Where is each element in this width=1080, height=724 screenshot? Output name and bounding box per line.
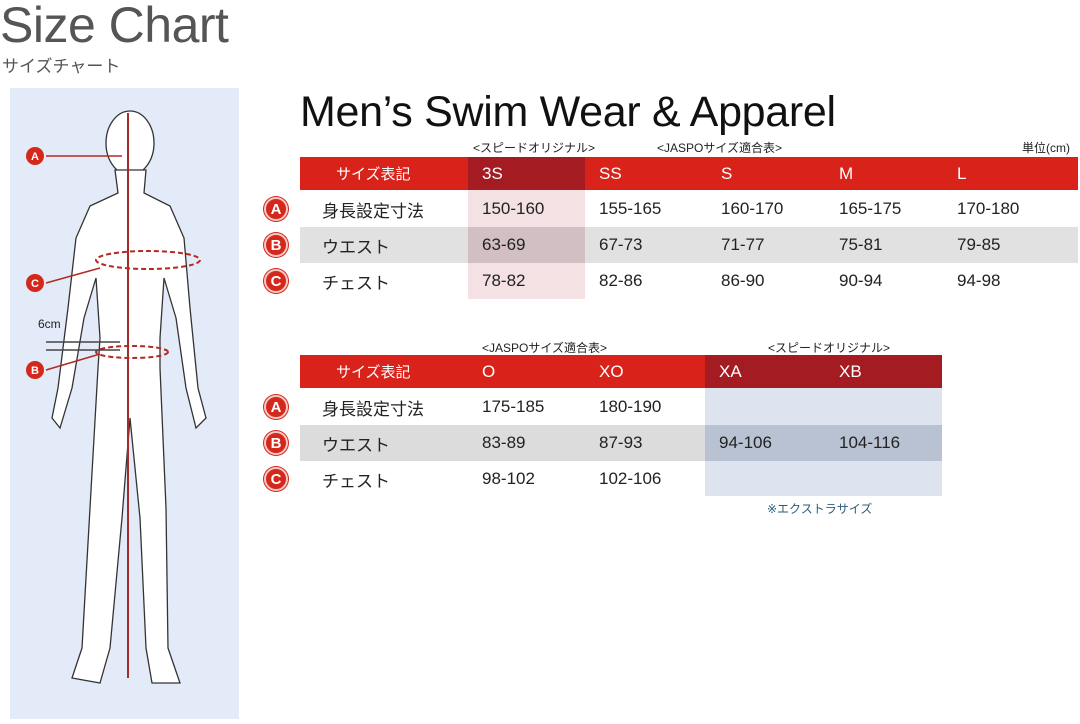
badge-a: A [264, 395, 288, 419]
table-cell: 155-165 [599, 199, 662, 218]
table-cell: 98-102 [482, 469, 535, 488]
unit-label: 単位(cm) [1022, 141, 1070, 155]
header-cell: XA [705, 355, 942, 388]
table-cell: 180-190 [599, 397, 662, 416]
table-cell: 104-116 [839, 433, 901, 452]
table-cell: 63-69 [468, 227, 585, 263]
table-row: C チェスト 78-82 82-86 86-90 90-94 94-98 [264, 263, 1078, 299]
badge-b: B [264, 233, 288, 257]
table-row: A 身長設定寸法 175-185 180-190 [264, 389, 942, 425]
table-cell: 175-185 [482, 397, 545, 416]
group-label-speedo-original: <スピードオリジナル> [768, 341, 891, 355]
badge-b: B [264, 431, 288, 455]
row-label: ウエスト [322, 435, 390, 455]
row-label: 身長設定寸法 [322, 201, 424, 221]
body-silhouette-icon: A C B 6cm [26, 110, 207, 684]
row-label: ウエスト [322, 237, 390, 257]
group-label-jaspo: <JASPOサイズ適合表> [657, 141, 783, 155]
table-cell: 79-85 [957, 235, 1001, 254]
figure-label-b: B [31, 365, 39, 377]
table-cell: 94-98 [957, 271, 1001, 290]
chart-heading: Men’s Swim Wear & Apparel [300, 88, 836, 136]
header-cell: XB [839, 361, 862, 381]
row-label: チェスト [322, 273, 390, 293]
row-label: チェスト [322, 471, 390, 491]
header-cell: SS [599, 163, 622, 183]
header-cell: L [957, 163, 967, 183]
badge-a: A [264, 197, 288, 221]
table-row: B ウエスト 63-69 67-73 71-77 75-81 79-85 [264, 227, 1078, 263]
table-header-row: サイズ表記 O XO XA XB [300, 355, 942, 388]
table-cell: 78-82 [482, 271, 526, 290]
table-cell: 67-73 [599, 235, 643, 254]
table-cell: 102-106 [599, 469, 662, 488]
group-label-speedo-original: <スピードオリジナル> [473, 141, 596, 155]
badge-c: C [264, 269, 288, 293]
table-row: B ウエスト 83-89 87-93 94-106 104-116 [264, 425, 942, 461]
header-cell: サイズ表記 [336, 166, 411, 183]
table-cell: 87-93 [599, 433, 643, 452]
page-title: Size Chart [0, 0, 229, 53]
table-cell: 165-175 [839, 199, 902, 218]
header-cell: 3S [468, 157, 585, 190]
table-header-row: サイズ表記 3S SS S M L [300, 157, 1078, 190]
table-cell: 90-94 [839, 271, 883, 290]
table-cell: 94-106 [719, 433, 772, 452]
table-cell: 86-90 [721, 271, 765, 290]
header-cell: サイズ表記 [336, 364, 411, 381]
table-cell: 82-86 [599, 271, 643, 290]
header-cell: O [482, 361, 496, 381]
header-cell: M [839, 163, 854, 183]
row-label: 身長設定寸法 [322, 399, 424, 419]
table-cell: 150-160 [482, 199, 545, 218]
extra-size-footnote: ※エクストラサイズ [767, 502, 873, 516]
size-table-1: サイズ表記 3S SS S M L A 身長設定寸法 150-160 155-1… [264, 157, 1078, 299]
size-table-2: サイズ表記 O XO XA XB A 身長設定寸法 175-185 180-19… [264, 355, 942, 497]
group-label-jaspo: <JASPOサイズ適合表> [482, 341, 608, 355]
badge-c: C [264, 467, 288, 491]
table-row: C チェスト 98-102 102-106 [264, 461, 942, 497]
table-cell: 71-77 [721, 235, 765, 254]
header-cell: XO [599, 361, 624, 381]
table-cell: 83-89 [482, 433, 526, 452]
table-cell: 75-81 [839, 235, 883, 254]
figure-label-6cm: 6cm [38, 317, 61, 331]
body-measurement-figure: A C B 6cm [10, 88, 239, 719]
table-cell: 160-170 [721, 199, 784, 218]
page-subtitle: サイズチャート [2, 57, 121, 76]
table-cell: 170-180 [957, 199, 1020, 218]
figure-label-a: A [31, 151, 39, 163]
table-row: A 身長設定寸法 150-160 155-165 160-170 165-175… [264, 191, 1078, 227]
header-cell: S [721, 163, 733, 183]
figure-label-c: C [31, 278, 39, 290]
